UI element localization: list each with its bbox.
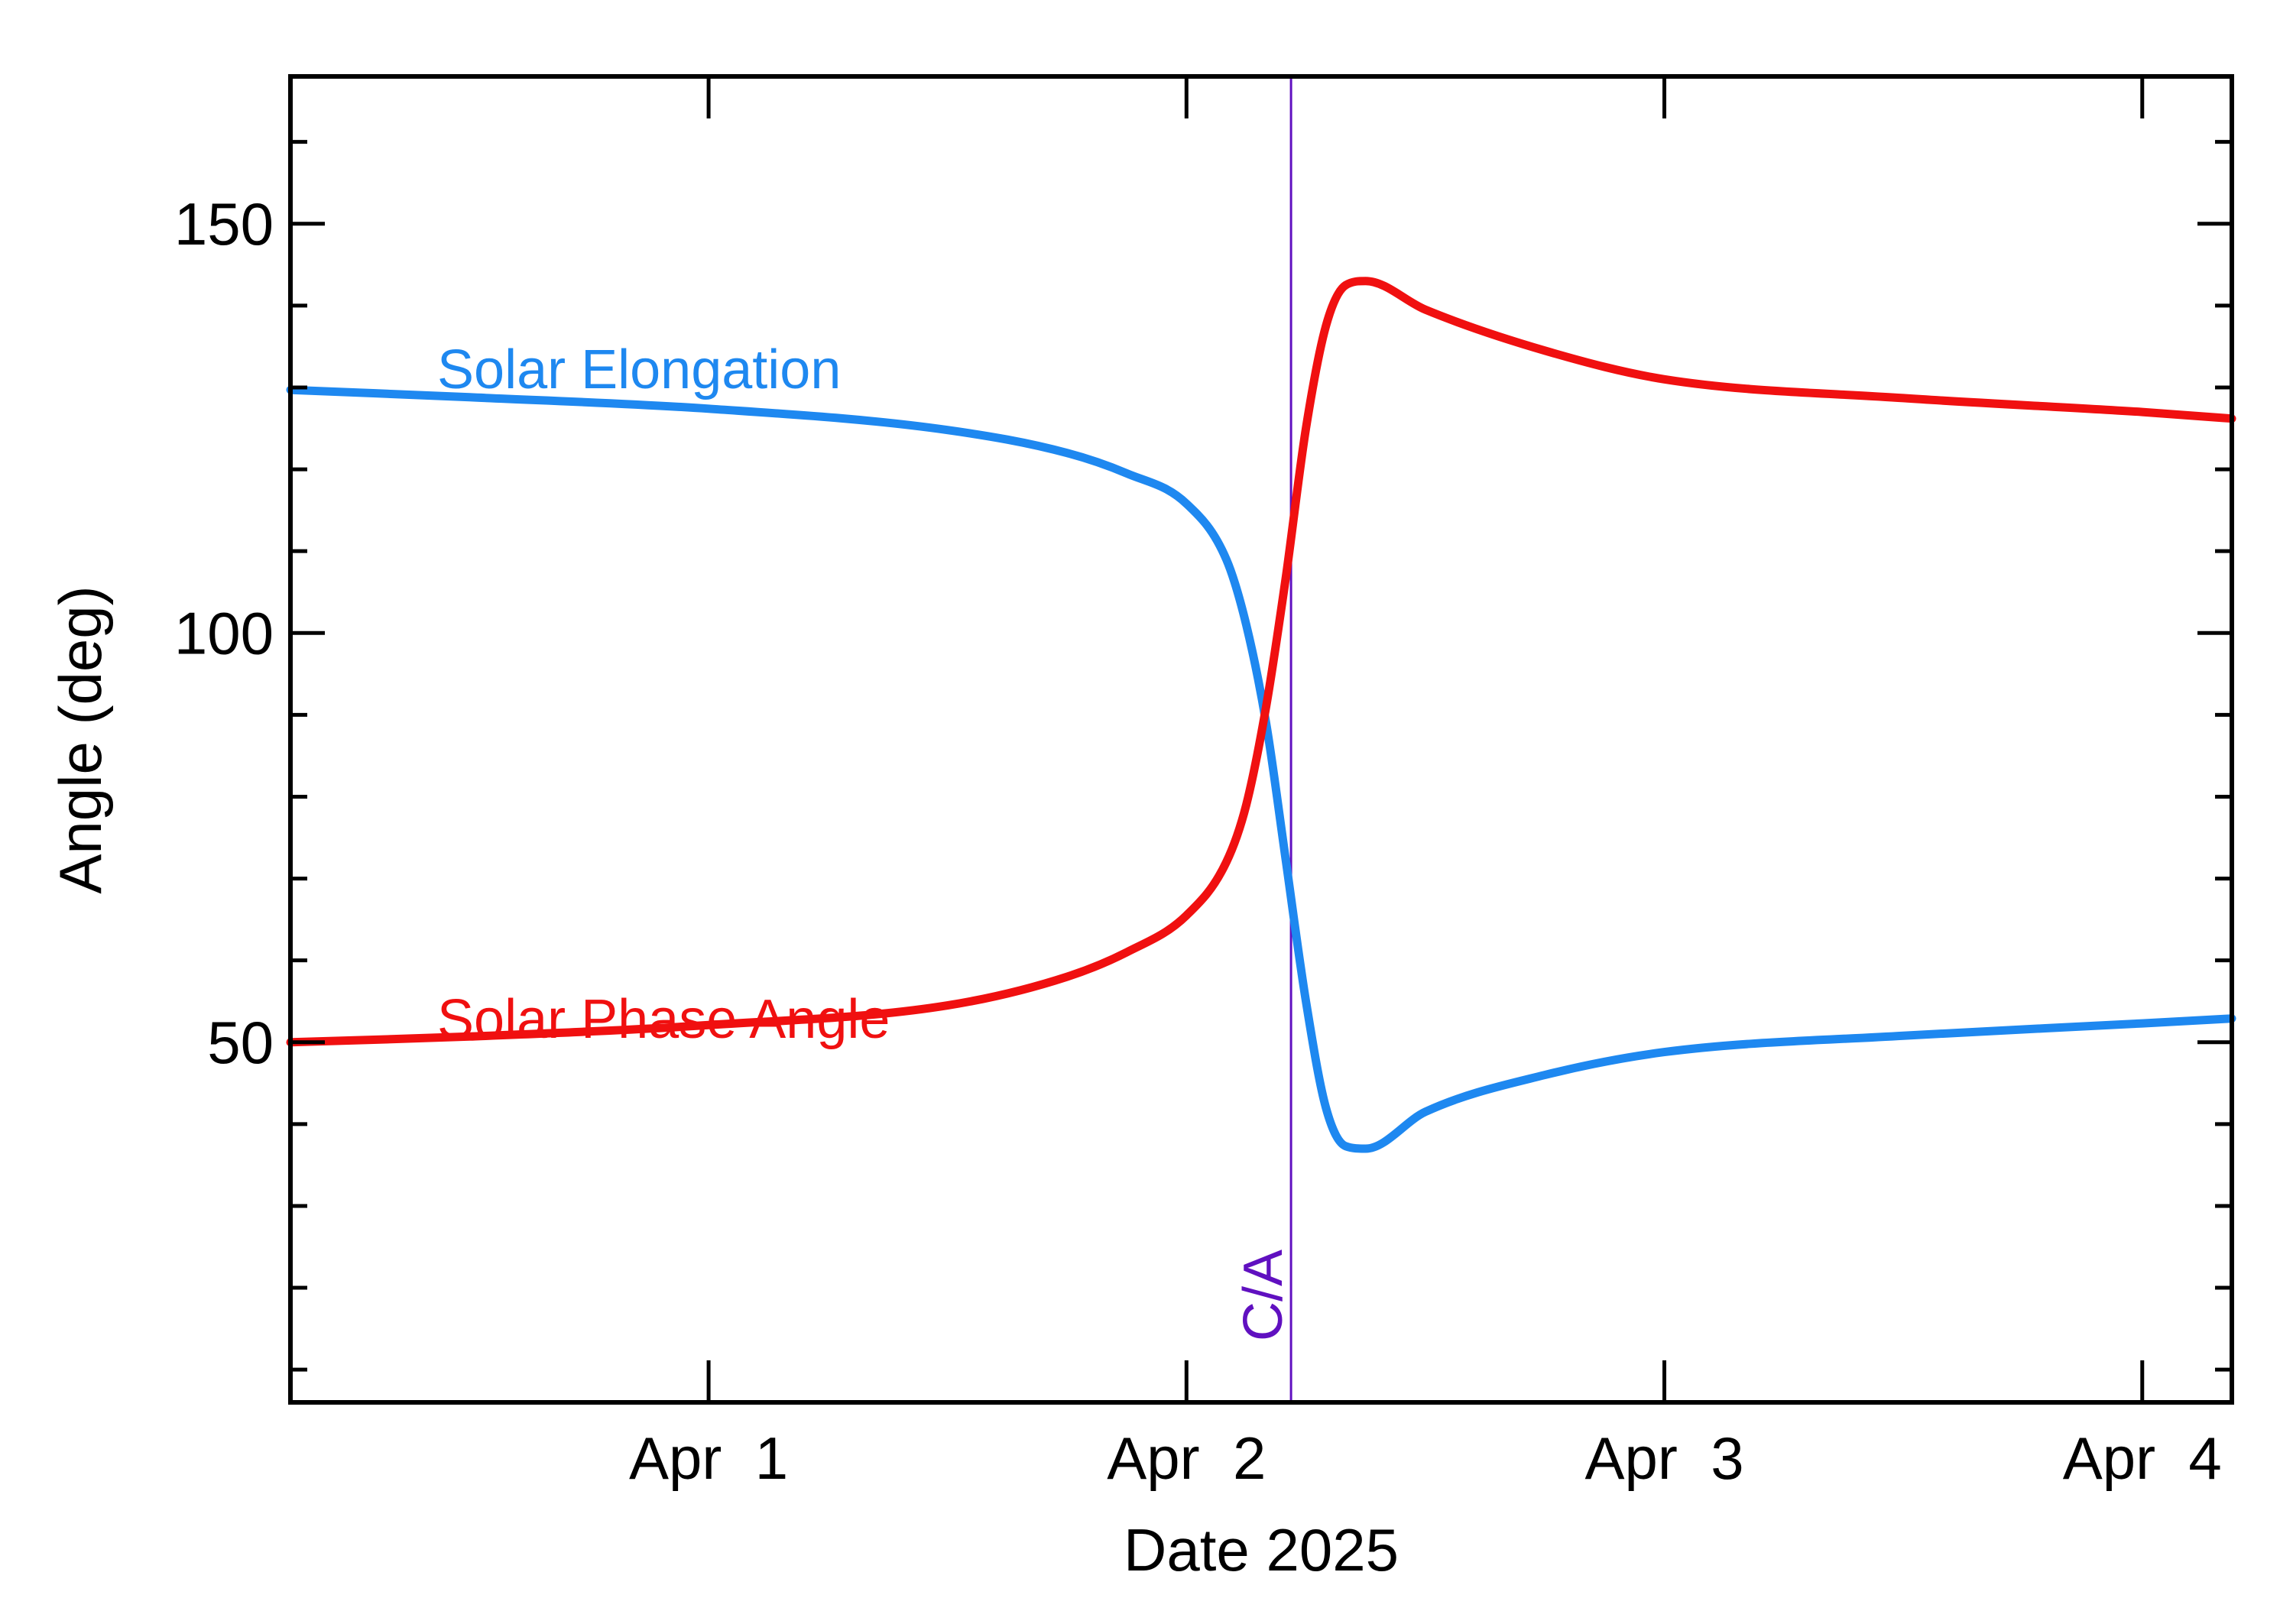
axis-ticks: 50 100 150 Apr 1 Apr 2 Apr 3 Apr 4	[174, 76, 2232, 1492]
y-tick-label: 50	[207, 1009, 274, 1076]
series-label-solar-elongation: Solar Elongation	[437, 339, 841, 400]
plot-frame	[288, 74, 2234, 1405]
y-axis-label: Angle (deg)	[47, 585, 114, 893]
series-solar-phase-angle-line	[286, 277, 2236, 1047]
x-tick-label: Apr 4	[2063, 1425, 2222, 1492]
x-axis-label: Date 2025	[1124, 1516, 1399, 1583]
y-tick-label: 150	[174, 190, 274, 258]
x-tick-label: Apr 1	[629, 1425, 788, 1492]
closest-approach-label: C/A	[1233, 1250, 1294, 1341]
series-solar-elongation-line	[286, 385, 2236, 1153]
x-tick-label: Apr 3	[1584, 1425, 1743, 1492]
y-tick-label: 100	[174, 599, 274, 666]
x-tick-label: Apr 2	[1107, 1425, 1266, 1492]
series-label-solar-phase-angle: Solar Phase Angle	[437, 989, 890, 1050]
plot-marks: Solar Elongation Solar Phase Angle C/A	[286, 76, 2236, 1402]
